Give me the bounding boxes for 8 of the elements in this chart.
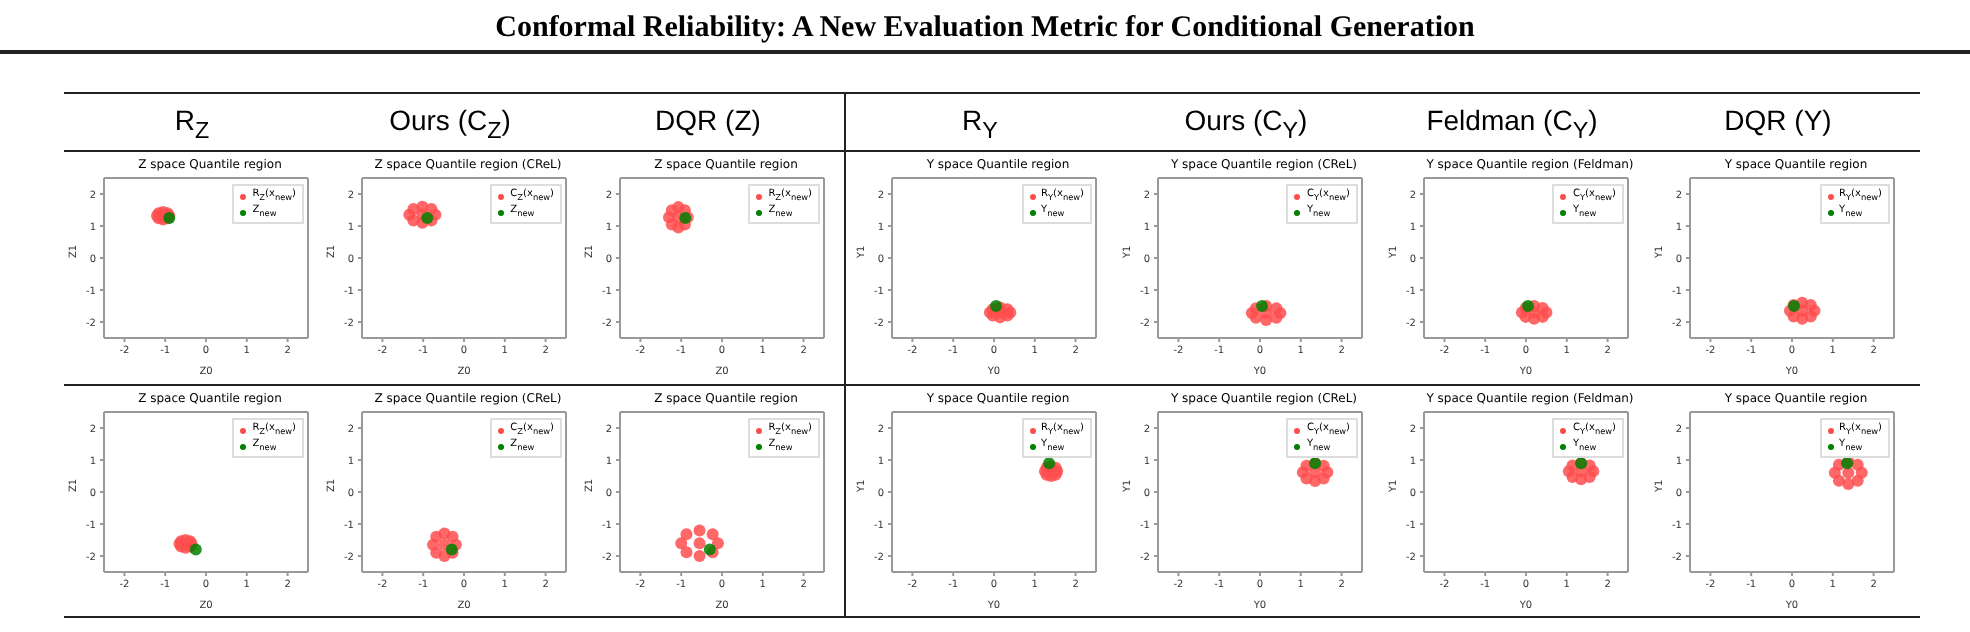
text: Feldman (C$_{Y}$) <box>1424 104 1600 144</box>
text: Ours (C$_{Y}$) <box>1182 104 1310 144</box>
text: DQR (Y) <box>1722 104 1834 136</box>
text: Ours (C$_{Z}$) <box>387 104 513 144</box>
text: Conformal Reliability: A New Evaluation Metric for Conditional Generation <box>493 12 1477 46</box>
text: R$_{Y}$ <box>960 104 1000 144</box>
text: DQR (Z) <box>653 104 763 136</box>
text: R$_{Z}$ <box>172 104 212 144</box>
